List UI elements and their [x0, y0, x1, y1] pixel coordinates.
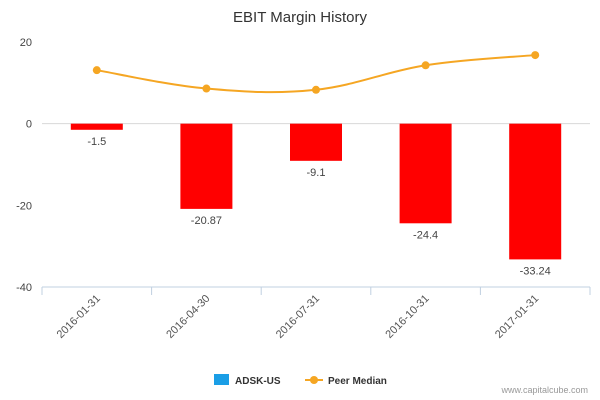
- bar-data-label: -33.24: [520, 265, 551, 277]
- legend-label-adsk[interactable]: ADSK-US: [235, 376, 281, 387]
- line-point[interactable]: [312, 85, 320, 94]
- line-point[interactable]: [202, 84, 211, 93]
- bar-data-label: -1.5: [87, 136, 106, 148]
- y-tick-label: 20: [20, 37, 32, 49]
- bar[interactable]: [180, 123, 233, 209]
- legend-swatch-adsk[interactable]: [214, 374, 229, 385]
- x-tick-label: 2017-01-31: [493, 293, 541, 341]
- line-point[interactable]: [92, 66, 101, 75]
- line-series: [92, 51, 540, 94]
- x-tick-label: 2016-07-31: [274, 293, 322, 341]
- legend: ADSK-US Peer Median: [214, 374, 387, 387]
- chart-title: EBIT Margin History: [233, 9, 367, 26]
- bar-series: -1.5 -20.87 -9.1 -24.4 -33.24: [70, 123, 562, 277]
- bar-data-label: -9.1: [307, 167, 326, 179]
- legend-marker-peer[interactable]: [310, 376, 318, 384]
- bar-data-label: -24.4: [413, 229, 438, 241]
- axes: -40 -20 0 20 2016-01-31 2016-04-30 2016-07-31 2…: [16, 37, 591, 341]
- y-tick-label: -40: [16, 282, 32, 294]
- bar[interactable]: [399, 123, 452, 224]
- bar[interactable]: [509, 123, 562, 260]
- line-point[interactable]: [421, 61, 430, 70]
- x-tick-label: 2016-04-30: [164, 293, 212, 341]
- line-point[interactable]: [531, 51, 540, 60]
- y-tick-label: -20: [16, 200, 32, 212]
- x-tick-label: 2016-01-31: [55, 293, 103, 341]
- bar[interactable]: [290, 123, 342, 161]
- legend-label-peer[interactable]: Peer Median: [328, 376, 387, 387]
- bar[interactable]: [70, 123, 123, 130]
- bar-data-label: -20.87: [191, 215, 222, 227]
- x-tick-label: 2016-10-31: [383, 293, 431, 341]
- credit-text: www.capitalcube.com: [500, 385, 588, 395]
- y-tick-label: 0: [26, 119, 32, 131]
